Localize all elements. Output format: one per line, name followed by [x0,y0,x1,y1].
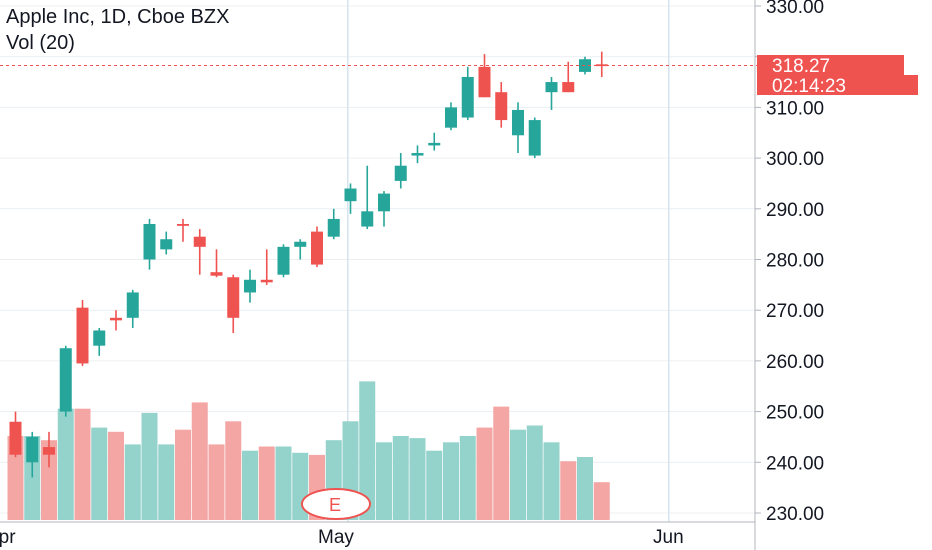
candle-body [193,236,206,247]
volume-bar [510,429,526,520]
volume-bars [7,381,610,520]
candle-body [110,317,122,321]
price-tick-label: 280.00 [766,251,824,272]
candle-body [210,272,223,276]
candle-body [344,188,357,202]
candle-body [528,120,541,156]
candle-body [428,142,441,146]
volume-indicator-label[interactable]: Vol (20) [6,32,75,54]
earnings-marker[interactable]: E [301,488,371,520]
earnings-marker-label[interactable]: E [329,495,341,515]
candle-body [260,279,273,283]
volume-bar [191,402,208,520]
volume-bar [526,425,543,520]
candle-body [244,279,256,293]
candle-body [76,307,89,364]
candle-body [43,447,55,455]
volume-bar [74,408,91,520]
candle-body [177,224,189,226]
candle-body [327,218,340,237]
time-axis[interactable]: Apr May Jun [0,521,755,548]
time-tick-label: May [318,527,354,548]
candle-body [378,193,390,212]
candle-body [478,66,491,98]
last-price-tag-bg [757,55,904,75]
candle-body [126,292,139,318]
price-tick-label: 230.00 [766,504,824,525]
price-tick-label: 290.00 [766,200,824,221]
candle-body [277,246,290,275]
volume-bar [392,436,409,520]
candles [9,51,608,478]
volume-bar [426,450,443,520]
volume-bar [124,444,141,520]
candle-body [495,92,508,121]
volume-bar [493,406,510,520]
candle-body [93,330,106,346]
candle-body [227,277,240,318]
countdown-tag-bg [757,75,918,95]
last-price-tag: 318.27 [772,56,830,77]
candle-body [311,231,323,265]
symbol-title[interactable]: Apple Inc, 1D, Cboe BZX [6,6,230,28]
candle-body [294,241,307,247]
candle-body [445,107,457,128]
volume-bar [275,446,292,520]
candle-body [394,165,407,181]
volume-bar [409,438,426,520]
volume-bar [459,436,476,520]
candle-body [461,76,474,118]
time-tick-label: Jun [653,527,684,548]
volume-bar [258,446,275,520]
chart-legend: Apple Inc, 1D, Cboe BZX Vol (20) [6,4,229,56]
price-tick-label: 240.00 [766,453,824,474]
price-tags: 318.27 02:14:23 [757,55,918,97]
candle-body [512,109,524,136]
volume-bar [175,429,191,520]
price-tick-label: 330.00 [766,0,824,18]
volume-bar [208,444,225,520]
volume-bar [560,461,577,520]
volume-bar [91,427,108,520]
volume-bar [577,457,593,520]
candle-body [545,82,558,93]
price-tick-label: 250.00 [766,403,824,424]
volume-bar [359,381,376,520]
candle-body [26,436,39,463]
price-tick-label: 270.00 [766,301,824,322]
price-tick-label: 300.00 [766,149,824,170]
volume-bar [225,421,242,520]
candle-body [59,348,72,412]
volume-bar [41,440,57,520]
volume-bar [543,442,560,520]
candle-body [160,239,173,250]
volume-bar [7,436,24,520]
volume-bar [242,450,258,520]
volume-bar [108,431,124,520]
volume-bar [593,482,610,520]
volume-bar [141,412,158,520]
volume-bar [443,442,459,520]
time-tick-label: Apr [0,527,16,548]
candle-body [143,224,156,260]
candle-body [9,421,22,455]
volume-bar [476,427,493,520]
earnings-marker-outline[interactable] [301,488,371,520]
candle-body [411,153,424,156]
volume-bar [57,408,74,520]
candle-body [562,82,575,93]
volume-bar [158,444,175,520]
price-tick-label: 260.00 [766,352,824,373]
price-tick-label: 310.00 [766,98,824,119]
candle-body [361,211,374,227]
countdown-tag: 02:14:23 [772,76,846,97]
volume-bar [376,442,392,520]
